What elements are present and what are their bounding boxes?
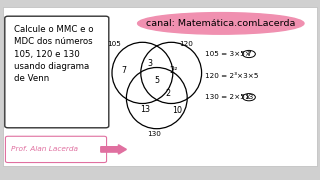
FancyArrow shape xyxy=(101,145,126,154)
Text: 7: 7 xyxy=(247,51,251,57)
Text: 105 = 3×5×: 105 = 3×5× xyxy=(205,51,251,57)
Text: 120: 120 xyxy=(179,41,193,47)
Text: 13: 13 xyxy=(244,94,253,100)
FancyBboxPatch shape xyxy=(3,7,317,166)
Text: 130 = 2×5×: 130 = 2×5× xyxy=(205,94,251,100)
Text: 3: 3 xyxy=(147,58,152,68)
Text: 130: 130 xyxy=(147,131,161,137)
Text: 120 = 2³×3×5: 120 = 2³×3×5 xyxy=(205,73,258,79)
Text: 13: 13 xyxy=(140,105,151,114)
Text: 105: 105 xyxy=(107,41,121,47)
FancyBboxPatch shape xyxy=(5,16,109,128)
Text: Calcule o MMC e o
MDC dos números
105, 120 e 130
usando diagrama
de Venn: Calcule o MMC e o MDC dos números 105, 1… xyxy=(14,25,93,83)
Text: 7: 7 xyxy=(122,66,127,75)
Ellipse shape xyxy=(138,13,304,34)
Text: 5: 5 xyxy=(154,76,159,85)
Text: 2: 2 xyxy=(165,89,171,98)
Text: Prof. Alan Lacerda: Prof. Alan Lacerda xyxy=(11,146,78,152)
Text: 2²: 2² xyxy=(170,66,178,75)
Text: 10: 10 xyxy=(172,106,183,115)
FancyBboxPatch shape xyxy=(5,136,107,163)
Text: canal: Matemática.comLacerda: canal: Matemática.comLacerda xyxy=(146,19,295,28)
